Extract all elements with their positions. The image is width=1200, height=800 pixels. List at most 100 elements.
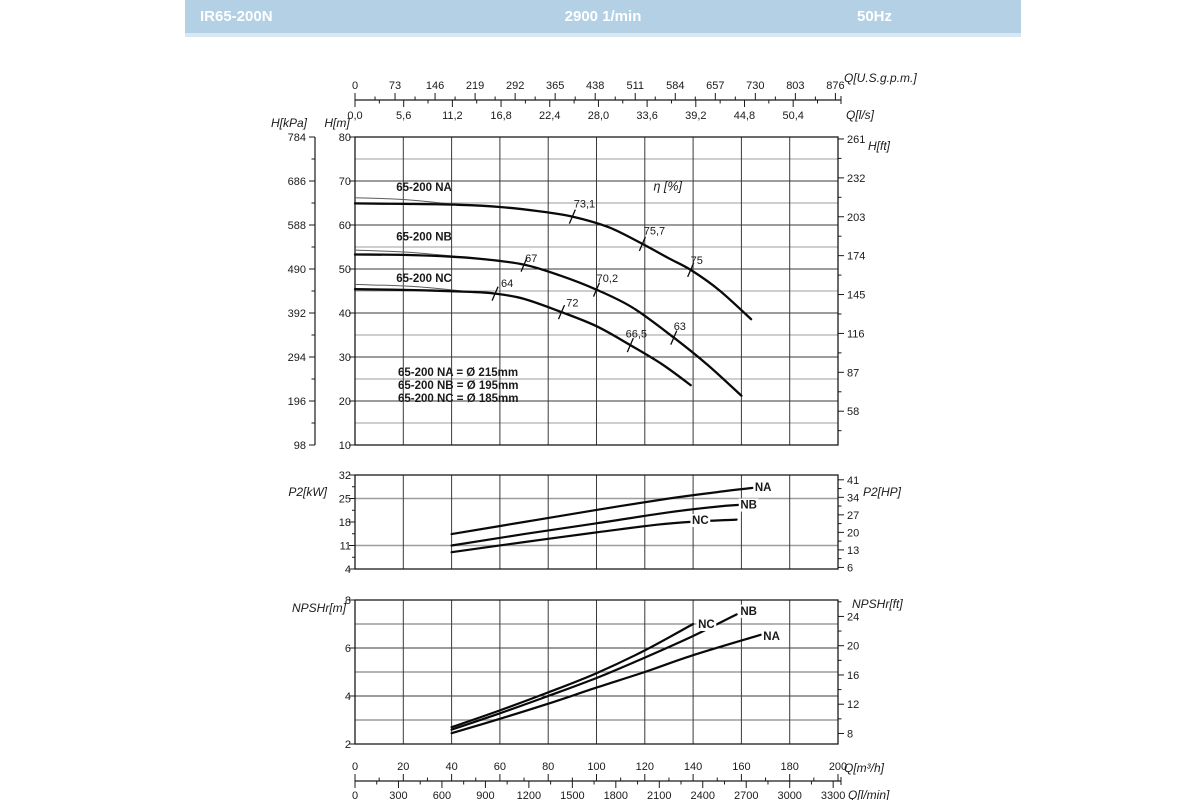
svg-text:73,1: 73,1: [574, 198, 595, 210]
svg-text:65-200 NC: 65-200 NC: [396, 273, 452, 285]
svg-text:32: 32: [339, 470, 351, 482]
svg-text:600: 600: [433, 790, 451, 800]
svg-text:511: 511: [626, 80, 644, 92]
svg-text:365: 365: [546, 80, 564, 92]
svg-text:803: 803: [786, 80, 804, 92]
svg-text:65-200 NC = Ø 185mm: 65-200 NC = Ø 185mm: [398, 393, 519, 405]
svg-text:8: 8: [345, 595, 351, 607]
svg-text:Q[l/s]: Q[l/s]: [846, 108, 875, 122]
svg-text:Q[U.S.g.p.m.]: Q[U.S.g.p.m.]: [844, 71, 917, 85]
svg-text:6: 6: [847, 562, 853, 574]
svg-text:140: 140: [684, 761, 702, 773]
svg-text:2: 2: [345, 739, 351, 751]
svg-text:0,0: 0,0: [347, 110, 362, 122]
svg-text:20: 20: [339, 396, 351, 408]
svg-text:50,4: 50,4: [782, 110, 803, 122]
svg-text:392: 392: [288, 308, 306, 320]
svg-text:11: 11: [340, 541, 351, 553]
svg-text:75: 75: [691, 255, 703, 267]
svg-text:60: 60: [494, 761, 506, 773]
svg-text:NPSHr[m]: NPSHr[m]: [292, 601, 347, 615]
svg-text:490: 490: [288, 264, 306, 276]
svg-text:41: 41: [847, 475, 859, 487]
pump-frequency: 50Hz: [857, 8, 893, 25]
svg-text:27: 27: [847, 510, 859, 522]
svg-text:33,6: 33,6: [636, 110, 657, 122]
svg-text:261: 261: [847, 134, 865, 146]
svg-text:67: 67: [525, 253, 537, 265]
svg-text:784: 784: [288, 132, 306, 144]
svg-text:174: 174: [847, 251, 865, 263]
svg-text:10: 10: [339, 440, 351, 452]
svg-text:87: 87: [847, 367, 859, 379]
header-strip: [185, 33, 1021, 37]
svg-text:16,8: 16,8: [490, 110, 511, 122]
svg-text:730: 730: [746, 80, 764, 92]
svg-text:12: 12: [847, 699, 859, 711]
svg-text:P2[kW]: P2[kW]: [288, 485, 327, 499]
svg-text:NA: NA: [755, 482, 772, 494]
svg-text:0: 0: [352, 761, 358, 773]
svg-text:20: 20: [397, 761, 409, 773]
svg-text:160: 160: [732, 761, 750, 773]
svg-text:39,2: 39,2: [685, 110, 706, 122]
svg-text:146: 146: [426, 80, 444, 92]
svg-text:3000: 3000: [777, 790, 801, 800]
grid-lines: [354, 136, 839, 745]
svg-text:44,8: 44,8: [734, 110, 755, 122]
pump-model: IR65-200N: [200, 8, 273, 25]
svg-text:1200: 1200: [517, 790, 541, 800]
svg-text:13: 13: [847, 545, 859, 557]
head-curves: η [%] 65-200 NA 73,1 75,7 75 65-200 NB 67 70,2 6…: [353, 179, 753, 405]
svg-text:0: 0: [352, 790, 358, 800]
svg-text:100: 100: [587, 761, 605, 773]
svg-text:80: 80: [339, 132, 351, 144]
svg-text:70,2: 70,2: [597, 273, 618, 285]
svg-text:16: 16: [847, 670, 859, 682]
svg-text:NB: NB: [740, 500, 757, 512]
svg-text:294: 294: [288, 352, 306, 364]
svg-text:11,2: 11,2: [442, 110, 463, 122]
svg-text:219: 219: [466, 80, 484, 92]
top-flow-axis: 0 73 146 219 292 365 438 511 584 657 730 803 876Q[U.…: [271, 71, 917, 130]
svg-text:73: 73: [389, 80, 401, 92]
svg-text:8: 8: [847, 728, 853, 740]
svg-text:438: 438: [586, 80, 604, 92]
svg-text:98: 98: [294, 440, 306, 452]
svg-text:30: 30: [339, 352, 351, 364]
svg-text:686: 686: [288, 176, 306, 188]
svg-text:876: 876: [826, 80, 844, 92]
svg-text:Q[m³/h]: Q[m³/h]: [844, 761, 885, 775]
svg-text:34: 34: [847, 492, 859, 504]
npsh-chart: 8 6 4 2 NPSHr[m] 24 20 16 12 8 NPSHr[ft] NC NB NA: [292, 595, 903, 751]
svg-text:66,5: 66,5: [626, 329, 647, 341]
svg-text:120: 120: [636, 761, 654, 773]
svg-text:NC: NC: [692, 515, 709, 527]
svg-text:1500: 1500: [560, 790, 584, 800]
pump-speed: 2900 1/min: [564, 8, 642, 25]
svg-text:65-200 NA: 65-200 NA: [396, 182, 452, 194]
svg-text:65-200 NB: 65-200 NB: [396, 231, 452, 243]
svg-text:6: 6: [345, 643, 351, 655]
svg-text:70: 70: [339, 176, 351, 188]
svg-text:203: 203: [847, 212, 865, 224]
svg-text:60: 60: [339, 220, 351, 232]
svg-text:NA: NA: [763, 631, 780, 643]
header-bar: IR65-200N 2900 1/min 50Hz: [185, 0, 1021, 34]
svg-text:196: 196: [288, 396, 306, 408]
svg-text:145: 145: [847, 290, 865, 302]
svg-text:24: 24: [847, 611, 859, 623]
svg-text:2700: 2700: [734, 790, 758, 800]
svg-text:40: 40: [445, 761, 457, 773]
svg-text:Q[l/min]: Q[l/min]: [848, 788, 890, 800]
svg-text:H[ft]: H[ft]: [868, 139, 891, 153]
power-chart: 32 25 18 11 4 P2[kW] 41 34 27 20 13 6 P2[HP] NA NB NC: [288, 470, 901, 576]
svg-text:NPSHr[ft]: NPSHr[ft]: [852, 597, 903, 611]
svg-text:1800: 1800: [604, 790, 628, 800]
svg-text:3300: 3300: [821, 790, 845, 800]
svg-text:4: 4: [345, 691, 351, 703]
svg-text:58: 58: [847, 406, 859, 418]
svg-text:25: 25: [339, 494, 351, 506]
